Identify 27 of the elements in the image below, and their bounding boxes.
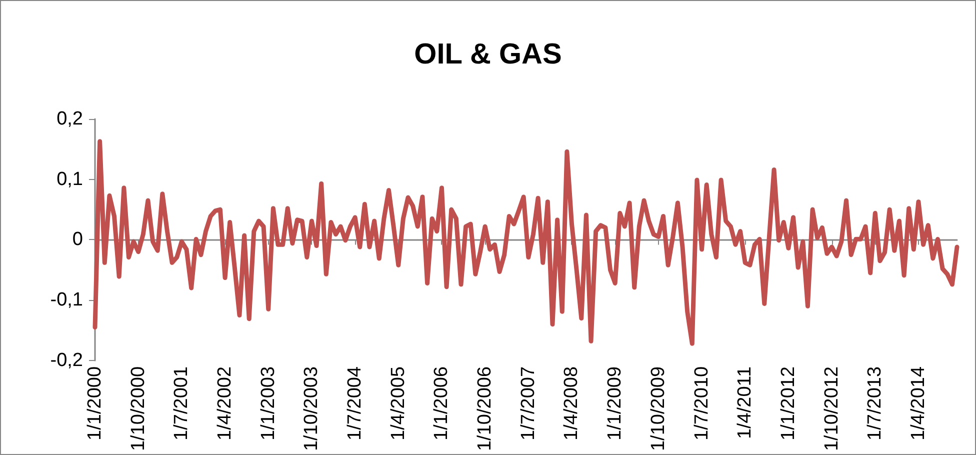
chart-title: OIL & GAS xyxy=(414,38,562,70)
x-tick-label: 1/1/2000 xyxy=(84,366,106,440)
x-tick-label: 1/4/2014 xyxy=(908,366,929,440)
x-tick-label: 1/10/2009 xyxy=(648,366,669,452)
y-tick-label: 0 xyxy=(72,229,83,250)
x-tick-label: 1/1/2006 xyxy=(431,366,452,440)
x-tick-label: 1/4/2002 xyxy=(214,366,236,440)
x-tick-label: 1/4/2011 xyxy=(734,366,756,440)
x-tick-label: 1/7/2007 xyxy=(518,366,539,440)
x-tick-label: 1/10/2006 xyxy=(474,366,496,452)
x-tick-label: 1/10/2003 xyxy=(301,366,322,452)
y-tick-label: 0,2 xyxy=(56,108,83,130)
y-tick-label: -0,2 xyxy=(50,350,83,371)
x-tick-label: 1/7/2001 xyxy=(171,366,192,440)
x-tick-label: 1/1/2012 xyxy=(778,366,799,440)
line-series xyxy=(92,139,960,346)
x-tick-label: 1/7/2004 xyxy=(344,366,366,440)
x-tick-label: 1/1/2003 xyxy=(258,366,279,440)
y-tick-label: 0,1 xyxy=(56,168,83,190)
x-tick-label: 1/7/2010 xyxy=(691,366,712,440)
x-tick-label: 1/4/2008 xyxy=(561,366,582,440)
x-tick-label: 1/4/2005 xyxy=(388,366,409,440)
x-tick-label: 1/10/2012 xyxy=(821,366,842,452)
y-tick-label: -0,1 xyxy=(50,290,83,311)
x-tick-label: 1/10/2000 xyxy=(128,366,149,452)
x-tick-label: 1/7/2013 xyxy=(864,366,886,440)
x-tick-label: 1/1/2009 xyxy=(604,366,626,440)
